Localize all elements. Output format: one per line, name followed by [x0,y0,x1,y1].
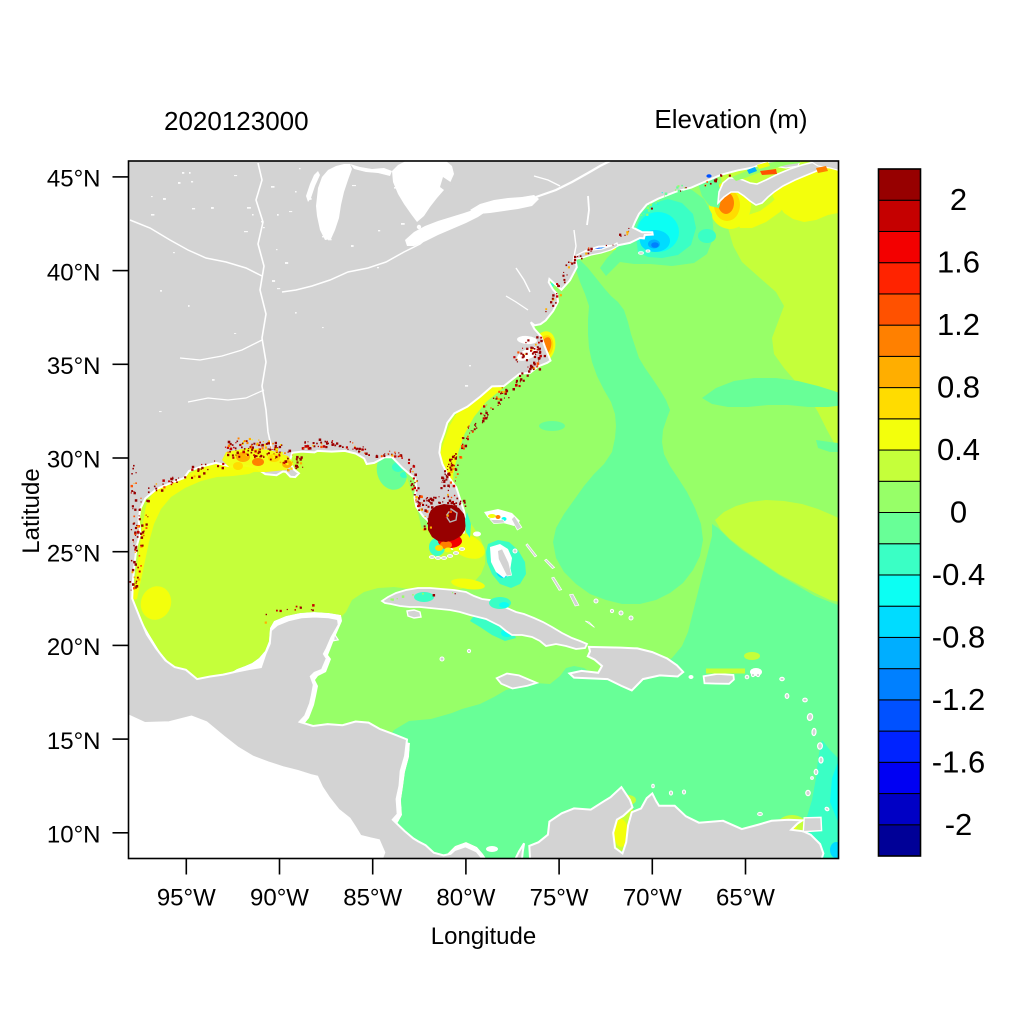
svg-text:85°W: 85°W [343,885,402,912]
svg-text:2020123000: 2020123000 [164,106,309,136]
svg-text:-0.8: -0.8 [932,619,985,654]
svg-text:-0.4: -0.4 [932,557,985,592]
svg-text:90°W: 90°W [250,885,309,912]
svg-text:35°N: 35°N [47,353,101,380]
svg-text:45°N: 45°N [47,166,101,193]
svg-text:Elevation (m): Elevation (m) [654,104,807,134]
svg-text:Latitude: Latitude [18,468,45,553]
svg-text:-1.2: -1.2 [932,682,985,717]
svg-text:0: 0 [950,495,967,530]
svg-text:-2: -2 [945,807,973,842]
svg-text:40°N: 40°N [47,259,101,286]
svg-text:15°N: 15°N [47,728,101,755]
svg-text:20°N: 20°N [47,634,101,661]
svg-text:95°W: 95°W [157,885,216,912]
svg-text:65°W: 65°W [716,885,775,912]
svg-text:-1.6: -1.6 [932,744,985,779]
svg-text:0.8: 0.8 [937,370,980,405]
svg-text:30°N: 30°N [47,447,101,474]
svg-text:75°W: 75°W [530,885,589,912]
svg-text:2: 2 [950,182,967,217]
svg-text:1.6: 1.6 [937,245,980,280]
svg-text:Longitude: Longitude [431,923,536,950]
svg-text:0.4: 0.4 [937,432,980,467]
svg-text:70°W: 70°W [623,885,682,912]
svg-text:25°N: 25°N [47,540,101,567]
svg-text:80°W: 80°W [436,885,495,912]
svg-text:10°N: 10°N [47,822,101,849]
svg-text:1.2: 1.2 [937,307,980,342]
